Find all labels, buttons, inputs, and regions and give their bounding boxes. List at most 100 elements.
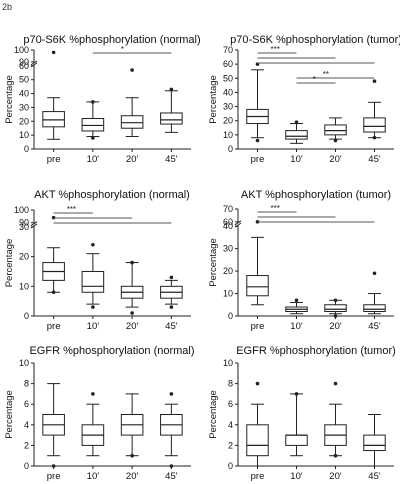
y-tick-label: 0 (228, 461, 233, 471)
box-45' (363, 271, 386, 315)
y-tick-label: 40 (223, 87, 233, 97)
outlier-point (255, 138, 260, 143)
y-axis-label: Percentage (208, 75, 219, 124)
significance-label: *** (271, 45, 280, 54)
y-tick-label: 20 (19, 252, 29, 262)
chart-title: AKT %phosphorylation (normal) (34, 189, 190, 201)
y-tick-label: 40 (223, 221, 233, 231)
y-tick-label: 0 (24, 144, 29, 154)
chart-title: EGFR %phosphorylation (tumor) (236, 345, 396, 357)
outlier-point (91, 392, 95, 396)
box-iqr (285, 130, 308, 140)
box-iqr (81, 270, 105, 293)
y-tick-label: 8 (228, 379, 233, 389)
y-tick-label: 30 (223, 244, 233, 254)
y-tick-label: 30 (223, 102, 233, 112)
outlier-point (91, 100, 95, 104)
y-tick-label: 6 (228, 399, 233, 409)
outlier-point (91, 242, 95, 247)
y-tick-label: 0 (228, 311, 233, 321)
y-tick-label: 10 (19, 358, 29, 368)
y-axis-label: Percentage (4, 75, 15, 124)
outlier-point (169, 392, 174, 396)
x-tick-label: pre (251, 471, 265, 482)
y-tick-label: 10 (19, 281, 29, 291)
box-10' (81, 392, 105, 457)
box-iqr (81, 118, 105, 132)
significance-label: *** (271, 204, 280, 213)
x-tick-label: 20' (329, 321, 342, 332)
box-10' (285, 298, 308, 315)
figure-label: 2b (2, 2, 12, 12)
outlier-point (333, 298, 338, 303)
box-pre (42, 50, 65, 140)
chart-panel-6: EGFR %phosphorylation (tumor) Percentage 0… (208, 345, 396, 482)
box-iqr (120, 115, 144, 129)
box-iqr (363, 304, 386, 313)
y-tick-label: 6 (24, 399, 29, 409)
x-tick-label: 10' (290, 154, 303, 165)
y-tick-label: 4 (24, 420, 29, 430)
outlier-point (130, 260, 134, 265)
box-45' (363, 79, 386, 140)
x-tick-label: 45' (165, 154, 178, 165)
y-tick-label: 30 (19, 102, 29, 112)
y-axis-label: Percentage (208, 390, 219, 439)
box-20' (324, 117, 347, 143)
y-tick-label: 40 (19, 89, 29, 99)
y-tick-label: 10 (223, 358, 233, 368)
y-tick-label: 70 (223, 45, 233, 55)
x-tick-label: 20' (126, 471, 139, 482)
outlier-point (294, 392, 299, 396)
outlier-point (333, 453, 338, 458)
chart-panel-4: AKT %phosphorylation (tumor) Percentage 0 1… (208, 189, 394, 332)
box-10' (81, 100, 105, 140)
significance-label: * (121, 45, 124, 54)
y-tick-label: 2 (228, 440, 233, 450)
chart-title: EGFR %phosphorylation (normal) (29, 345, 194, 357)
box-45' (363, 414, 386, 467)
y-tick-label: 90 (19, 218, 29, 228)
outlier-point (294, 120, 299, 124)
outlier-point (333, 381, 338, 386)
box-iqr (324, 304, 347, 313)
x-tick-label: pre (251, 321, 265, 332)
box-20' (324, 381, 347, 458)
box-pre (246, 220, 269, 306)
y-tick-label: 8 (24, 379, 29, 389)
box-iqr (246, 275, 269, 297)
chart-panel-5: EGFR %phosphorylation (normal) Percentage… (4, 345, 195, 482)
box-20' (120, 260, 144, 315)
x-tick-label: 20' (329, 154, 342, 165)
y-tick-label: 90 (19, 57, 29, 67)
significance-label: ** (323, 70, 329, 79)
outlier-point (130, 68, 134, 72)
box-pre (42, 383, 65, 468)
box-iqr (246, 424, 269, 457)
y-tick-label: 4 (228, 420, 233, 430)
y-tick-label: 20 (223, 116, 233, 126)
box-20' (120, 68, 144, 138)
box-pre (246, 381, 269, 467)
axis-break-mark (234, 220, 242, 226)
x-tick-label: 45' (368, 154, 381, 165)
chart-title: AKT %phosphorylation (tumor) (241, 189, 391, 201)
box-iqr (363, 117, 386, 133)
chart-title: p70-S6K %phosphorylation (tumor) (230, 34, 400, 46)
outlier-point (169, 275, 174, 280)
box-pre (42, 215, 65, 295)
x-tick-label: 45' (368, 471, 381, 482)
outlier-point (372, 79, 377, 83)
y-tick-label: 0 (24, 461, 29, 471)
box-pre (246, 62, 269, 143)
y-tick-label: 100 (14, 205, 29, 215)
x-tick-label: 10' (87, 154, 100, 165)
outlier-point (169, 87, 174, 92)
significance-label: * (313, 75, 316, 84)
y-tick-label: 60 (19, 61, 29, 71)
y-axis-label: Percentage (4, 239, 15, 288)
outlier-point (372, 135, 377, 140)
box-45' (160, 275, 183, 309)
box-iqr (160, 112, 183, 125)
